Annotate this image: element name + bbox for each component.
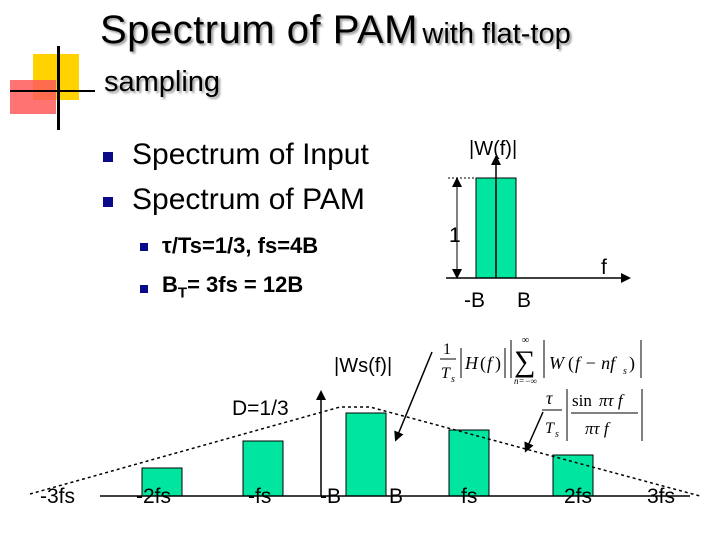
title-line2: sampling bbox=[104, 66, 221, 98]
input-spectrum-label: |W(f)| bbox=[469, 138, 518, 160]
input-f-axis-label: f bbox=[601, 256, 607, 279]
tick-label-fs: fs bbox=[461, 485, 478, 508]
input-pos-b-label: B bbox=[517, 289, 532, 312]
svg-text:n=−∞: n=−∞ bbox=[514, 376, 537, 386]
bullet-spectrum-pam: Spectrum of PAM bbox=[132, 183, 365, 216]
bullet-spectrum-input: Spectrum of Input bbox=[132, 138, 369, 171]
formula-ws: 1 T s H ( f ) ∞ ∑ n=−∞ W ( f − nf s ) bbox=[440, 335, 642, 386]
svg-text:s: s bbox=[555, 429, 559, 440]
svg-text:f − nf: f − nf bbox=[575, 353, 618, 373]
tick-label-minus-b: -B bbox=[320, 485, 341, 508]
tick-label-2fs: 2fs bbox=[564, 485, 593, 508]
tick-label-minus-2fs: -2fs bbox=[136, 485, 172, 508]
svg-text:sin: sin bbox=[572, 391, 592, 410]
pam-pulses bbox=[141, 412, 594, 497]
svg-text:(: ( bbox=[480, 353, 486, 374]
sinc-envelope bbox=[29, 406, 701, 497]
deco-vertical-line bbox=[57, 46, 60, 130]
input-height-label: 1 bbox=[449, 224, 461, 247]
svg-text:H: H bbox=[464, 353, 479, 373]
svg-text:πτ f: πτ f bbox=[599, 391, 625, 410]
pointer-arrow-ws bbox=[394, 351, 433, 442]
duty-cycle-label: D=1/3 bbox=[232, 397, 289, 420]
formula-h: τ T s sin πτ f πτ f bbox=[542, 388, 643, 441]
tick-label-3fs: 3fs bbox=[647, 485, 676, 508]
svg-text:(: ( bbox=[568, 353, 574, 374]
svg-text:1: 1 bbox=[443, 341, 451, 358]
svg-text:πτ f: πτ f bbox=[585, 419, 611, 438]
pulse-minus-fs bbox=[345, 412, 387, 497]
title-suffix: with flat-top bbox=[422, 18, 571, 50]
sub-bullet-bandwidth: BT= 3fs = 12B bbox=[162, 272, 303, 301]
svg-text:∑: ∑ bbox=[514, 345, 535, 378]
sub-bullet-marker-2 bbox=[140, 285, 148, 293]
title-main: Spectrum of PAM bbox=[100, 8, 418, 52]
bullet-marker-2 bbox=[103, 197, 113, 207]
svg-text:s: s bbox=[623, 366, 627, 377]
pulse-minus-2fs bbox=[242, 440, 284, 497]
sub-bullet-tau-ratio: τ/Ts=1/3, fs=4B bbox=[162, 233, 319, 258]
svg-text:τ: τ bbox=[546, 388, 553, 408]
svg-text:f: f bbox=[487, 353, 495, 373]
svg-text:): ) bbox=[629, 353, 635, 374]
svg-text:∞: ∞ bbox=[522, 335, 529, 346]
pulse-minus-3fs bbox=[141, 467, 183, 497]
pointer-arrow-h bbox=[524, 411, 544, 453]
tick-label-minus-fs: -fs bbox=[248, 485, 272, 508]
deco-red-square bbox=[10, 80, 56, 114]
pulse-fs bbox=[552, 454, 594, 497]
svg-text:s: s bbox=[451, 374, 455, 385]
input-neg-b-label: -B bbox=[464, 289, 485, 312]
tick-label-b: B bbox=[389, 485, 404, 508]
pam-spectrum-label: |Ws(f)| bbox=[334, 355, 393, 377]
svg-text:): ) bbox=[495, 353, 501, 374]
tick-label-minus-3fs: -3fs bbox=[40, 485, 76, 508]
bandwidth-symbol: B bbox=[162, 272, 178, 297]
pulse-baseband bbox=[448, 429, 490, 497]
deco-horizontal-line bbox=[10, 90, 95, 92]
svg-text:T: T bbox=[545, 420, 555, 437]
svg-text:W: W bbox=[549, 353, 566, 373]
sub-bullet-marker-1 bbox=[140, 243, 148, 251]
page-title: Spectrum of PAM with flat-top sampling bbox=[100, 8, 571, 98]
bandwidth-expression: = 3fs = 12B bbox=[187, 272, 304, 297]
bullet-marker-1 bbox=[103, 152, 113, 162]
svg-text:T: T bbox=[441, 365, 451, 382]
bandwidth-subscript: T bbox=[177, 284, 188, 302]
